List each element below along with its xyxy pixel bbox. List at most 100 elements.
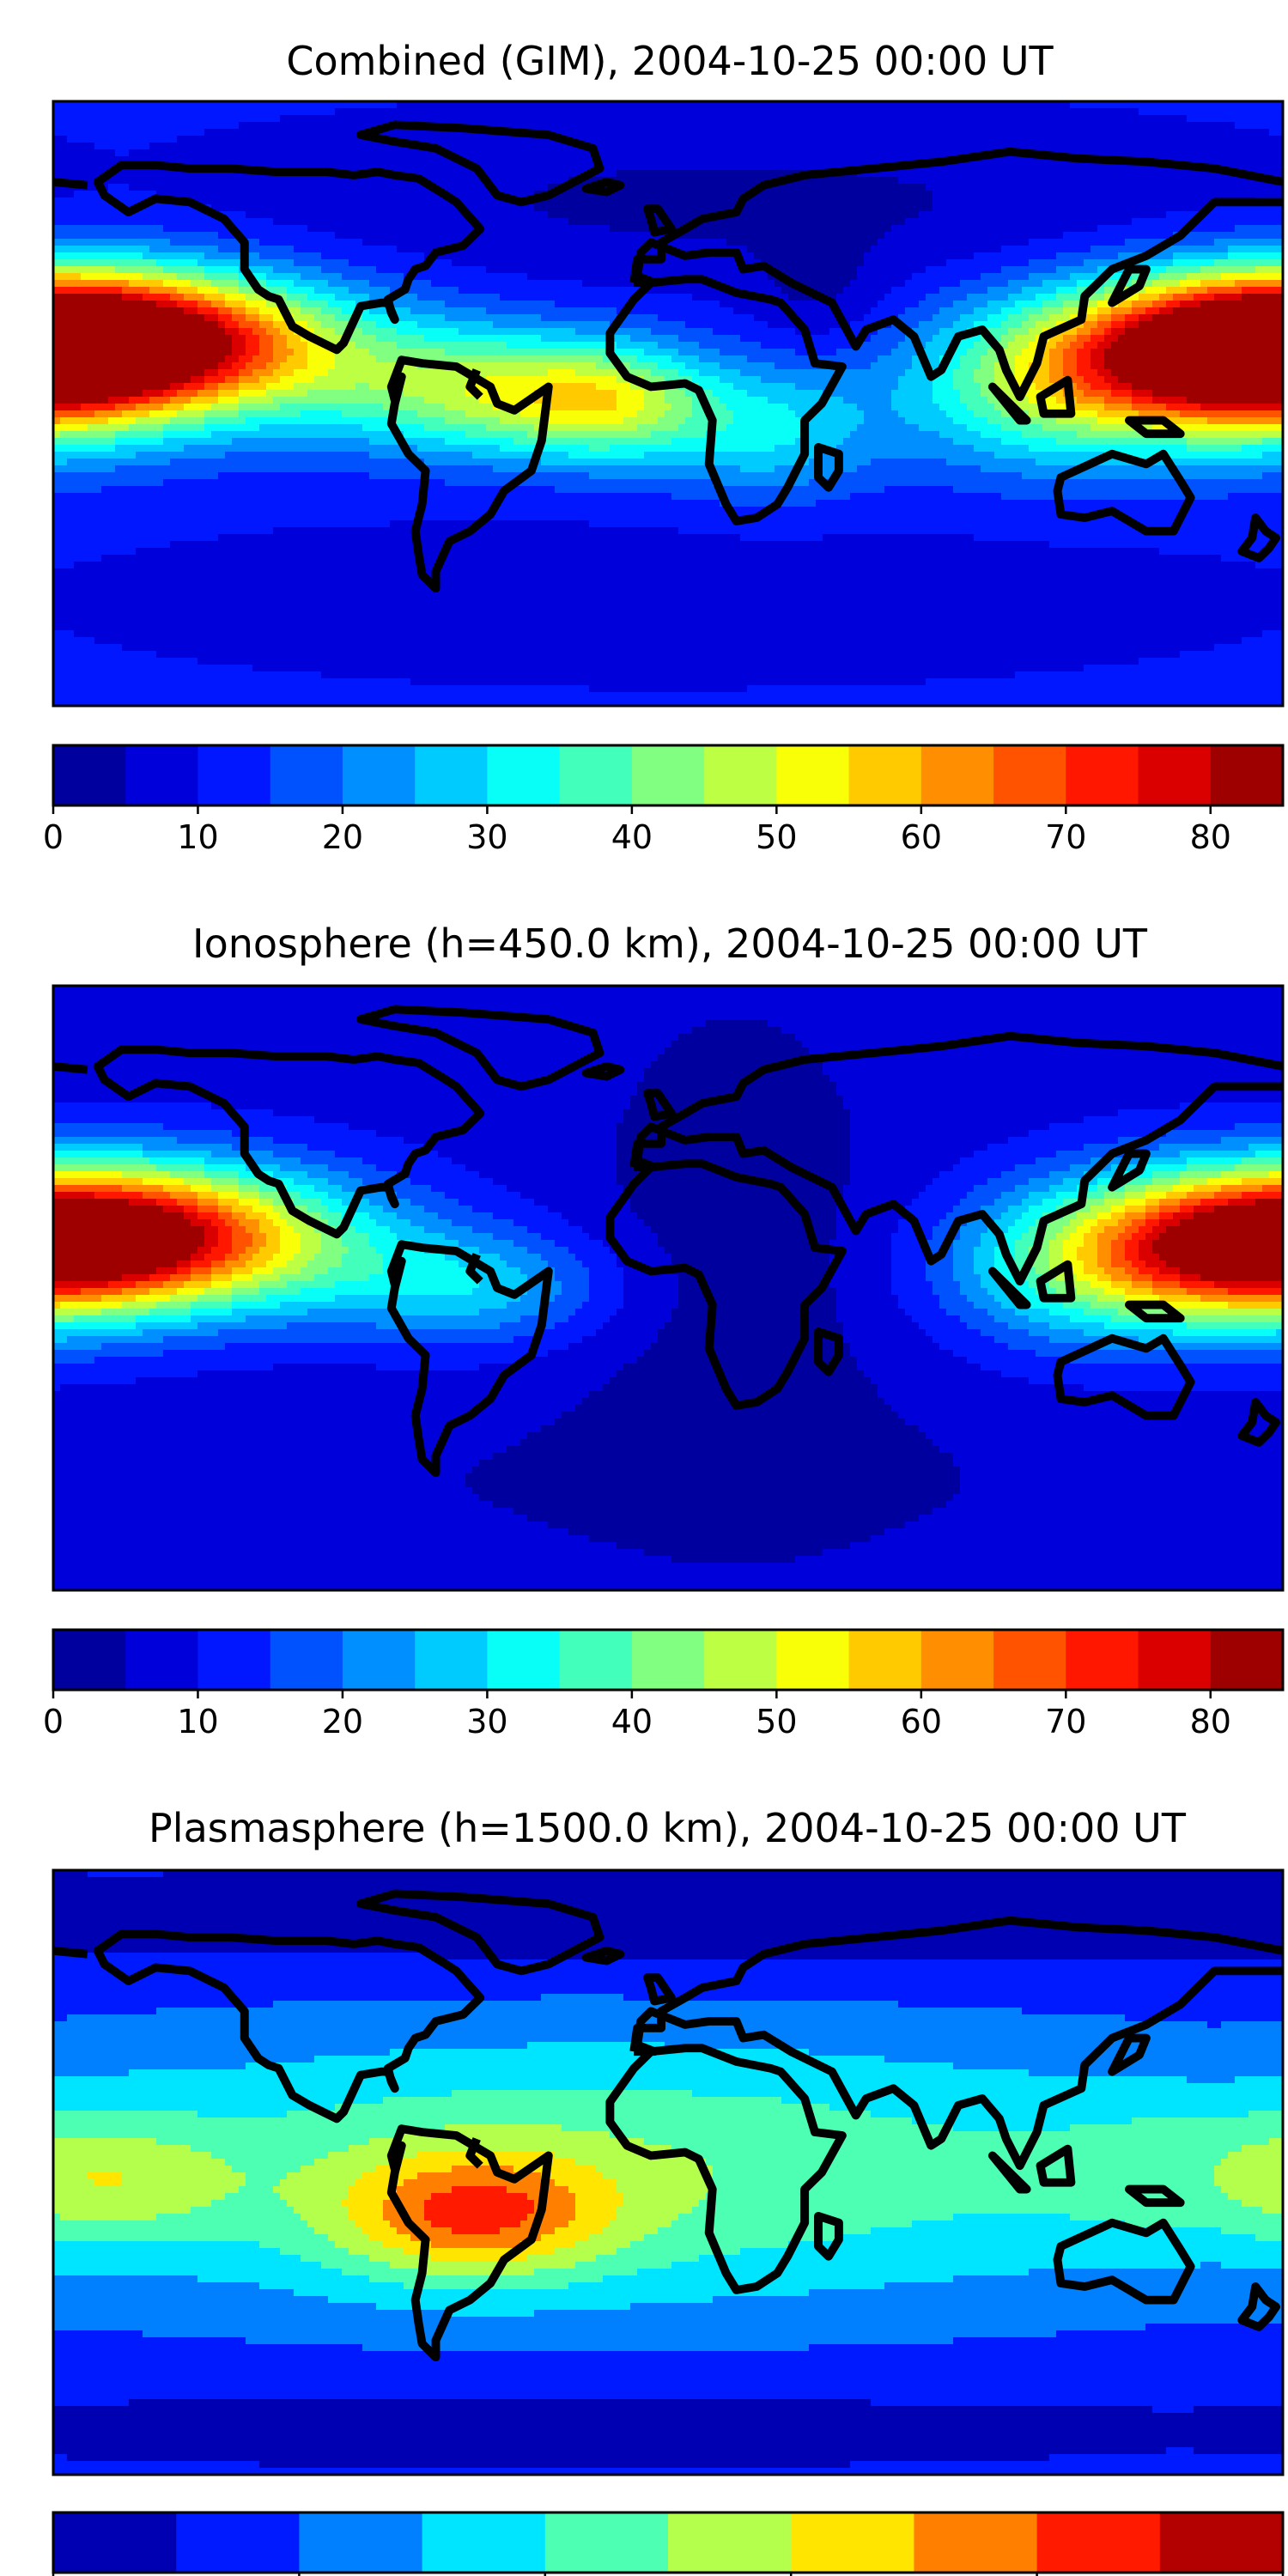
field-cell (60, 149, 68, 157)
field-cell (884, 197, 892, 205)
field-cell (1001, 136, 1009, 143)
field-cell (857, 136, 865, 143)
field-cell (617, 156, 624, 164)
field-cell (541, 177, 549, 185)
field-cell (1255, 184, 1263, 191)
field-cell (795, 149, 803, 157)
field-cell (204, 149, 212, 157)
field-cell (1200, 197, 1208, 205)
field-cell (417, 197, 425, 205)
field-cell (307, 143, 315, 150)
field-cell (431, 197, 439, 205)
field-cell (912, 177, 920, 185)
field-cell (280, 122, 288, 130)
field-cell (678, 129, 686, 137)
field-cell (939, 197, 947, 205)
field-cell (651, 197, 659, 205)
field-cell (960, 143, 968, 150)
field-cell (266, 115, 274, 123)
field-cell (726, 108, 734, 116)
field-cell (733, 129, 741, 137)
field-cell (94, 149, 102, 157)
field-cell (939, 170, 947, 178)
field-cell (1125, 191, 1133, 198)
field-cell (1173, 184, 1181, 191)
field-cell (823, 191, 830, 198)
field-cell (644, 136, 652, 143)
field-cell (884, 129, 892, 137)
field-cell (1118, 149, 1126, 157)
field-cell (905, 197, 913, 205)
field-cell (1249, 156, 1256, 164)
field-cell (259, 122, 267, 130)
field-cell (953, 177, 961, 185)
field-cell (1015, 108, 1023, 116)
field-cell (335, 108, 343, 116)
field-cell (1091, 122, 1098, 130)
field-cell (177, 115, 185, 123)
field-cell (60, 197, 68, 205)
field-cell (987, 191, 995, 198)
field-cell (197, 122, 205, 130)
field-cell (1262, 191, 1270, 198)
field-cell (1194, 115, 1201, 123)
field-cell (321, 156, 329, 164)
field-cell (637, 122, 645, 130)
field-cell (252, 149, 260, 157)
field-cell (493, 170, 501, 178)
field-cell (1056, 129, 1064, 137)
field-cell (266, 129, 274, 137)
field-cell (74, 204, 82, 212)
field-cell (754, 149, 762, 157)
field-cell (836, 143, 844, 150)
field-cell (788, 156, 796, 164)
field-cell (960, 108, 968, 116)
field-cell (1091, 170, 1098, 178)
field-cell (204, 184, 212, 191)
field-cell (1091, 115, 1098, 123)
field-cell (60, 122, 68, 130)
field-cell (355, 149, 363, 157)
field-cell (1132, 197, 1139, 205)
field-cell (513, 108, 521, 116)
field-cell (507, 136, 514, 143)
field-cell (149, 129, 157, 137)
field-cell (369, 115, 377, 123)
field-cell (424, 136, 432, 143)
field-cell (898, 129, 906, 137)
field-cell (878, 149, 885, 157)
field-cell (898, 204, 906, 212)
field-cell (321, 177, 329, 185)
field-cell (733, 184, 741, 191)
field-cell (603, 136, 611, 143)
field-cell (390, 204, 398, 212)
field-cell (665, 163, 672, 171)
field-cell (1125, 149, 1133, 157)
field-cell (836, 149, 844, 157)
field-cell (685, 122, 693, 130)
field-cell (211, 156, 219, 164)
field-cell (307, 149, 315, 157)
field-cell (816, 184, 823, 191)
field-cell (513, 143, 521, 150)
field-cell (953, 163, 961, 171)
field-cell (1214, 136, 1222, 143)
field-cell (349, 191, 356, 198)
field-cell (445, 108, 453, 116)
field-cell (788, 184, 796, 191)
field-cell (1187, 177, 1194, 185)
field-cell (754, 129, 762, 137)
field-cell (1235, 129, 1242, 137)
field-cell (1049, 136, 1057, 143)
field-cell (513, 184, 521, 191)
field-cell (596, 197, 604, 205)
field-cell (761, 115, 769, 123)
field-cell (1056, 163, 1064, 171)
field-cell (1242, 136, 1249, 143)
field-cell (1187, 149, 1194, 157)
field-cell (1070, 129, 1078, 137)
field-cell (740, 170, 748, 178)
field-cell (1104, 204, 1112, 212)
field-cell (747, 122, 755, 130)
field-cell (108, 108, 116, 116)
